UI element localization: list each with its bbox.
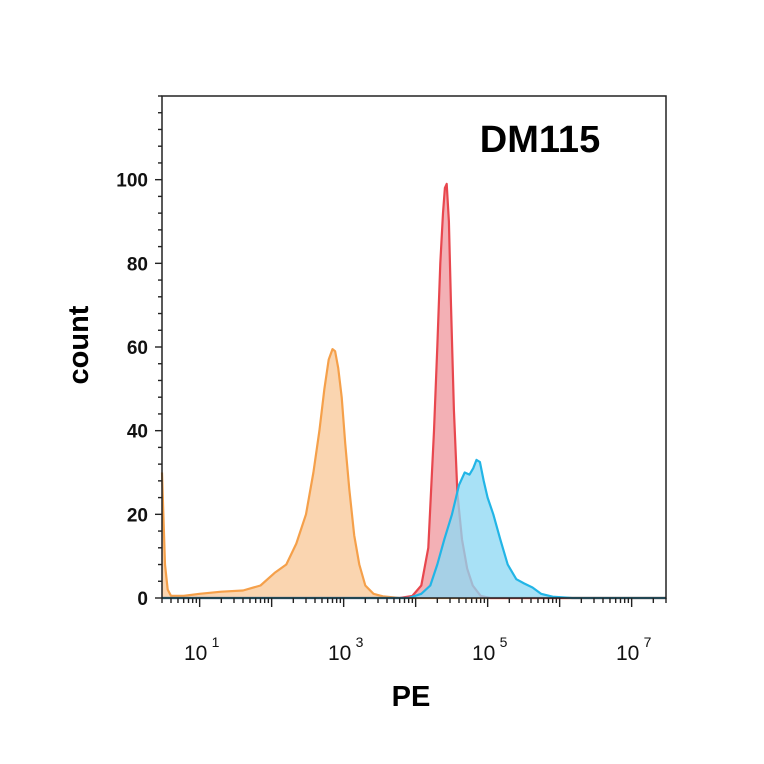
y-tick-label: 80 — [127, 254, 148, 275]
y-tick-label: 20 — [127, 505, 148, 526]
histogram-outline-1 — [160, 348, 666, 600]
x-tick-label: 10 — [472, 642, 495, 665]
y-tick-label: 60 — [127, 338, 148, 359]
x-tick-exponent: 5 — [500, 634, 508, 650]
histogram-series-layer — [160, 182, 666, 600]
x-tick-label: 10 — [328, 642, 351, 665]
y-axis: 0 20 40 60 80 100 — [116, 95, 162, 610]
x-axis: 10 1 10 3 10 5 10 7 — [161, 598, 667, 665]
y-tick-label: 100 — [116, 171, 148, 192]
x-tick-exponent: 3 — [356, 634, 364, 650]
x-tick-label: 10 — [184, 642, 207, 665]
x-tick-exponent: 1 — [212, 634, 220, 650]
histogram-outline-3 — [162, 458, 666, 600]
x-axis-title: PE — [392, 681, 431, 713]
y-axis-title: count — [63, 305, 95, 384]
histogram-fill-2 — [162, 183, 666, 598]
histogram-outline-2 — [162, 182, 666, 600]
chart-title: DM115 — [480, 119, 600, 161]
y-tick-label: 0 — [137, 589, 148, 610]
histogram-fill-1 — [162, 349, 666, 598]
x-tick-exponent: 7 — [644, 634, 652, 650]
x-tick-label: 10 — [616, 642, 639, 665]
plot-frame — [161, 95, 667, 599]
histogram-fill-3 — [162, 459, 666, 598]
y-tick-label: 40 — [127, 422, 148, 443]
